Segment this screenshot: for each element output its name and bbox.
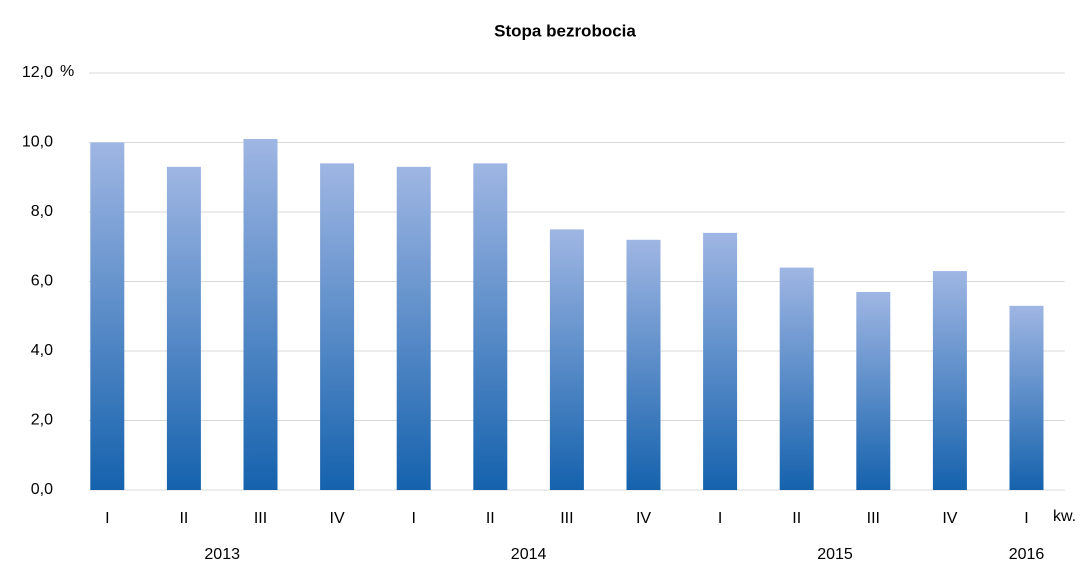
y-tick-label: 6,0 <box>31 273 53 290</box>
x-tick-label: III <box>867 510 880 527</box>
x-tick-label: IV <box>942 510 957 527</box>
y-tick-label: 0,0 <box>31 481 53 498</box>
x-tick-label: III <box>560 510 573 527</box>
y-unit: % <box>60 63 74 80</box>
x-tick-label: I <box>1024 510 1028 527</box>
bar <box>320 163 355 490</box>
bar <box>626 239 661 490</box>
x-unit: kw. <box>1053 508 1076 525</box>
x-tick-label: IV <box>636 510 651 527</box>
bar <box>1009 305 1044 490</box>
y-tick-label: 12,0 <box>22 64 53 81</box>
x-tick-label: I <box>718 510 722 527</box>
bar <box>932 271 967 490</box>
bar <box>856 291 891 490</box>
x-tick-label: II <box>486 510 495 527</box>
bar <box>473 163 508 490</box>
y-tick-label: 8,0 <box>31 203 53 220</box>
x-tick-label: II <box>179 510 188 527</box>
y-tick-label: 4,0 <box>31 342 53 359</box>
x-tick-label: IV <box>330 510 345 527</box>
x-group-label: 2014 <box>511 546 547 563</box>
x-group-label: 2013 <box>204 546 240 563</box>
bar <box>779 267 814 490</box>
chart-title: Stopa bezrobocia <box>494 21 636 40</box>
y-tick-label: 2,0 <box>31 412 53 429</box>
bar <box>703 232 738 490</box>
x-tick-label: I <box>411 510 415 527</box>
x-tick-label: III <box>254 510 267 527</box>
bar <box>243 139 278 490</box>
y-tick-label: 10,0 <box>22 134 53 151</box>
x-tick-label: II <box>792 510 801 527</box>
x-tick-label: I <box>105 510 109 527</box>
bar <box>90 142 125 490</box>
bar <box>549 229 584 490</box>
bar <box>166 166 201 490</box>
bar <box>396 166 431 490</box>
x-group-label: 2016 <box>1009 546 1045 563</box>
x-group-label: 2015 <box>817 546 853 563</box>
